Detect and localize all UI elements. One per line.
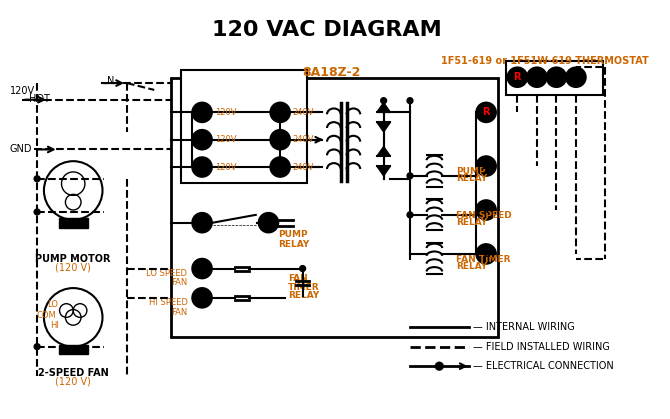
- Circle shape: [436, 362, 443, 370]
- Text: (120 V): (120 V): [56, 263, 91, 273]
- Text: FAN: FAN: [171, 308, 188, 317]
- Text: P2: P2: [274, 135, 286, 144]
- Text: FAN: FAN: [171, 278, 188, 287]
- Text: GND: GND: [10, 145, 32, 155]
- Circle shape: [34, 344, 40, 349]
- Bar: [58, 345, 88, 354]
- Text: LO: LO: [48, 300, 58, 309]
- Text: W: W: [481, 161, 492, 171]
- Text: N: N: [198, 107, 206, 117]
- Text: HI: HI: [50, 321, 58, 330]
- Text: R: R: [482, 107, 490, 117]
- Bar: [58, 218, 88, 228]
- Text: RELAY: RELAY: [456, 218, 487, 227]
- Text: PUMP: PUMP: [278, 230, 308, 239]
- Circle shape: [476, 244, 496, 264]
- Text: RELAY: RELAY: [278, 240, 310, 248]
- Circle shape: [34, 209, 40, 215]
- Text: P2: P2: [196, 135, 208, 144]
- Text: FAN TIMER: FAN TIMER: [456, 255, 511, 264]
- Text: G: G: [572, 72, 580, 82]
- Text: L0: L0: [196, 264, 208, 273]
- Circle shape: [34, 176, 40, 182]
- Text: FAN: FAN: [288, 274, 308, 283]
- Text: Y: Y: [553, 72, 560, 82]
- Text: — FIELD INSTALLED WIRING: — FIELD INSTALLED WIRING: [474, 341, 610, 352]
- Polygon shape: [377, 147, 391, 156]
- Text: PUMP: PUMP: [456, 168, 486, 176]
- Text: 8A18Z-2: 8A18Z-2: [303, 65, 361, 78]
- Text: 240V: 240V: [293, 163, 314, 171]
- Circle shape: [192, 213, 212, 233]
- Text: 240V: 240V: [293, 108, 314, 117]
- Circle shape: [476, 103, 496, 122]
- Circle shape: [271, 130, 290, 150]
- Text: 120V: 120V: [215, 135, 237, 144]
- Text: 120V: 120V: [215, 163, 237, 171]
- Text: L2: L2: [275, 108, 285, 117]
- Circle shape: [271, 103, 290, 122]
- Text: LO SPEED: LO SPEED: [147, 269, 188, 277]
- Text: F2: F2: [196, 163, 208, 171]
- Bar: [181, 70, 308, 183]
- Circle shape: [192, 130, 212, 150]
- Circle shape: [407, 173, 413, 179]
- Text: 2-SPEED FAN: 2-SPEED FAN: [38, 368, 109, 378]
- Text: PUMP MOTOR: PUMP MOTOR: [36, 254, 111, 264]
- Circle shape: [508, 67, 527, 87]
- Text: TIMER: TIMER: [288, 282, 320, 292]
- Text: F2: F2: [275, 163, 286, 171]
- Text: FAN SPEED: FAN SPEED: [456, 211, 512, 220]
- Text: 120 VAC DIAGRAM: 120 VAC DIAGRAM: [212, 20, 442, 40]
- Text: HI: HI: [197, 293, 207, 303]
- Circle shape: [271, 157, 290, 177]
- Text: HI SPEED: HI SPEED: [149, 298, 188, 307]
- Text: N: N: [107, 76, 115, 86]
- Text: 1F51-619 or 1F51W-619 THERMOSTAT: 1F51-619 or 1F51W-619 THERMOSTAT: [441, 56, 649, 66]
- Text: (120 V): (120 V): [56, 377, 91, 387]
- Text: — INTERNAL WIRING: — INTERNAL WIRING: [474, 322, 576, 332]
- Text: HOT: HOT: [29, 94, 50, 104]
- Circle shape: [44, 288, 103, 347]
- Circle shape: [566, 67, 586, 87]
- Text: Y: Y: [482, 205, 490, 215]
- Circle shape: [476, 200, 496, 220]
- Circle shape: [407, 212, 413, 218]
- Polygon shape: [377, 103, 391, 112]
- Bar: [171, 78, 498, 337]
- Circle shape: [407, 98, 413, 103]
- Text: R: R: [514, 72, 521, 82]
- Text: RELAY: RELAY: [456, 174, 487, 183]
- FancyBboxPatch shape: [506, 61, 603, 95]
- Circle shape: [547, 67, 566, 87]
- Text: P1: P1: [263, 218, 275, 227]
- Circle shape: [259, 213, 278, 233]
- Text: COM: COM: [37, 311, 57, 320]
- Circle shape: [192, 103, 212, 122]
- Circle shape: [192, 288, 212, 308]
- Text: L1: L1: [196, 218, 208, 227]
- Text: 120V: 120V: [10, 86, 35, 96]
- Circle shape: [476, 156, 496, 176]
- Polygon shape: [377, 166, 391, 176]
- Circle shape: [381, 98, 387, 103]
- Text: 240V: 240V: [293, 135, 314, 144]
- Text: RELAY: RELAY: [288, 291, 319, 300]
- Circle shape: [299, 266, 306, 272]
- Text: G: G: [482, 249, 490, 259]
- Circle shape: [192, 259, 212, 278]
- Circle shape: [192, 157, 212, 177]
- Text: — ELECTRICAL CONNECTION: — ELECTRICAL CONNECTION: [474, 361, 614, 371]
- Circle shape: [527, 67, 547, 87]
- Circle shape: [44, 161, 103, 220]
- Text: RELAY: RELAY: [456, 262, 487, 271]
- Text: 120V: 120V: [215, 108, 237, 117]
- Text: W: W: [531, 72, 542, 82]
- Polygon shape: [377, 122, 391, 132]
